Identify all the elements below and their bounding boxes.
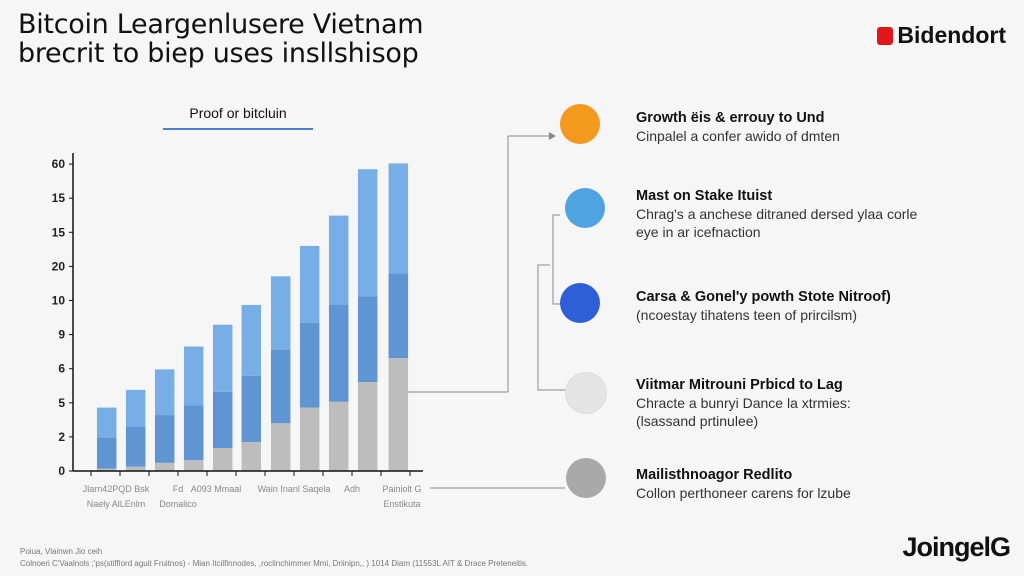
bar-base [96, 468, 117, 471]
bar-base [388, 358, 409, 471]
bar-middle [212, 391, 233, 449]
bar-middle [241, 375, 262, 443]
bar-base [328, 401, 349, 471]
bar-base [183, 460, 204, 471]
item-desc: eye in ar icefnaction [636, 224, 761, 240]
bar-base [154, 462, 175, 471]
bar-base [299, 407, 320, 471]
gear-icon [566, 458, 606, 498]
bar-top [96, 407, 117, 438]
item-title: Carsa & Gonel'y powth Stote Nitroof) [636, 289, 891, 305]
item-desc: Cinpalel a confer awido of dmten [636, 128, 840, 144]
chart-title-underline [163, 128, 313, 130]
y-tick-label: 60 [52, 157, 66, 171]
list-item: Viitmar Mitrouni Prbicd to Lag Chracte a… [636, 376, 851, 430]
connector-line [552, 214, 566, 305]
brand-logo-icon [877, 26, 894, 45]
y-tick-label: 10 [52, 294, 66, 308]
bar-base [357, 381, 378, 471]
y-tick-label: 15 [52, 225, 66, 239]
x-tick-label: Painiolt G [382, 484, 421, 494]
chart-title: Proof or bitcluin [189, 105, 287, 121]
footer-line: Poiua, Vlainwn Jio ceih [20, 547, 103, 556]
list-item: Mast on Stake Ituist Chrag's a anchese d… [636, 187, 917, 241]
bar-middle [96, 437, 117, 469]
bar-top [299, 245, 320, 323]
bar-base [241, 442, 262, 471]
bar-top [212, 324, 233, 392]
x-tick-label: Jlarn42PQD Bsk [83, 484, 150, 494]
connector-lines [399, 132, 566, 489]
item-desc: (ncoestay tihatens teen of prircilsm) [636, 307, 857, 323]
x-tick-label: Naely AlLEnlm [87, 499, 146, 509]
x-tick-label: Domalico [159, 499, 197, 509]
y-tick-label: 9 [58, 328, 65, 342]
y-tick-label: 0 [58, 464, 65, 478]
item-title: Growth ëis & errouy to Und [636, 110, 825, 126]
bar-middle [154, 415, 175, 463]
y-tick-label: 20 [52, 259, 66, 273]
item-title: Mast on Stake Ituist [636, 188, 773, 204]
footer-source: Poiua, Vlainwn Jio ceih Colnoeri C'Vaaln… [20, 546, 528, 570]
bar-top [328, 215, 349, 305]
bar-base [125, 466, 146, 471]
bar-middle [270, 349, 291, 424]
bar-top [183, 346, 204, 406]
globe-icon [565, 188, 605, 228]
bar-middle [125, 427, 146, 467]
item-title: Viitmar Mitrouni Prbicd to Lag [636, 377, 843, 393]
network-icon [560, 283, 600, 323]
title-line-1: Bitcoin Leargenlusere Vietnam [18, 9, 424, 40]
bar-top [241, 304, 262, 376]
y-tick-label: 5 [58, 396, 65, 410]
footer-line: Colnoeri C'Vaalnols ;'ps(stiffiord aguit… [20, 559, 529, 568]
bar-middle [299, 322, 320, 408]
item-title: Mailisthnoagor Redlito [636, 467, 793, 483]
x-tick-label: A093 Mmaal [191, 484, 242, 494]
bar-base [212, 448, 233, 471]
item-desc: Chrag's a anchese ditraned dersed ylaa c… [636, 206, 918, 222]
connector-line [403, 135, 552, 393]
bar-top [357, 169, 378, 297]
bar-base [270, 423, 291, 471]
signature-icon [565, 372, 607, 414]
brand-logo: Bidendort [877, 22, 1006, 49]
title-line-2: brecrit to biep uses insllshisop [18, 38, 419, 69]
connector-line [537, 264, 566, 391]
y-tick-label: 15 [52, 191, 66, 205]
bar-top [154, 369, 175, 416]
item-desc: (lsassand prtinulee) [636, 413, 759, 429]
x-tick-label: Enstikuta [383, 499, 420, 509]
bar-middle [388, 273, 409, 359]
footer-wordmark: JoingelG [902, 532, 1011, 562]
arrow-head [549, 132, 556, 140]
bitcoin-coin-icon [560, 104, 600, 144]
bar-top [388, 163, 409, 274]
bar-middle [357, 296, 378, 382]
list-item: Mailisthnoagor Redlito Collon perthoneer… [636, 466, 851, 502]
y-tick-label: 6 [58, 362, 65, 376]
x-tick-label: Wain Inanl Saqela [258, 484, 331, 494]
item-desc: Collon perthoneer carens for lzube [636, 485, 851, 501]
x-tick-label: Fd [173, 484, 184, 494]
item-desc: Chracte a bunryi Dance la xtrmies: [636, 395, 851, 411]
page-title: Bitcoin Leargenlusere Vietnam brecrit to… [18, 9, 424, 69]
list-item: Carsa & Gonel'y powth Stote Nitroof) (nc… [636, 288, 891, 324]
list-item: Growth ëis & errouy to Und Cinpalel a co… [636, 109, 840, 145]
bar-top [125, 389, 146, 428]
x-tick-label: Adh [344, 484, 360, 494]
y-tick-label: 2 [58, 430, 65, 444]
bar-middle [183, 405, 204, 461]
brand-name: Bidendort [897, 22, 1006, 48]
bar-top [270, 276, 291, 350]
bar-middle [328, 304, 349, 402]
